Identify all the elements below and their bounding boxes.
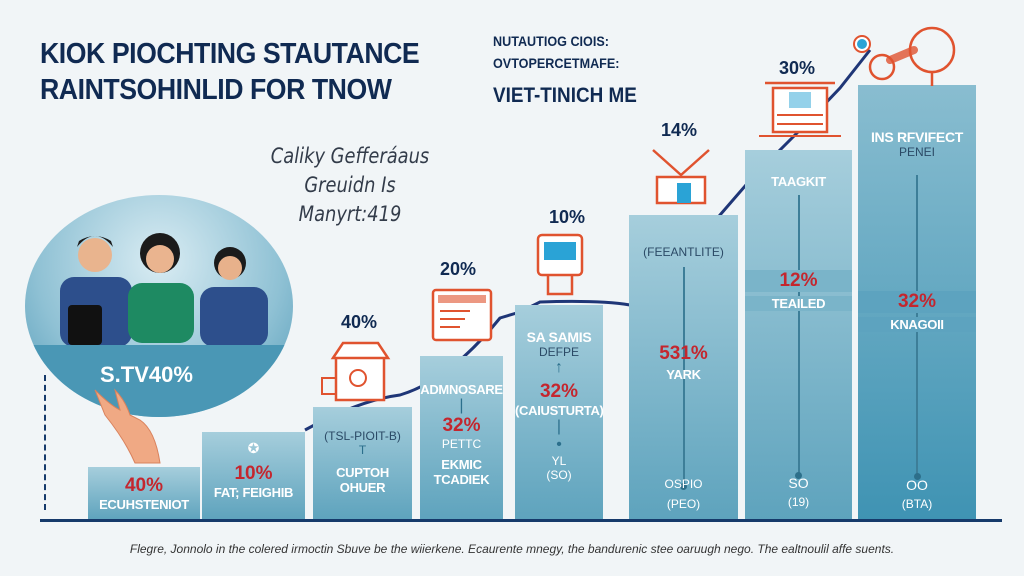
bar-2: ✪ 10% FAT; FEIGHIB xyxy=(202,432,305,520)
dashed-divider xyxy=(44,375,46,510)
bar-5: 10% SA SAMIS DEFPE ↑ 32% (CAIUSTURTA) | •… xyxy=(515,207,604,520)
building-icon xyxy=(759,81,841,137)
footer-caption: Flegre, Jonnolo in the colered irmoctin … xyxy=(129,542,895,556)
kiosk-icon xyxy=(536,233,584,296)
main-title: KIOK PIOCHTING STAUTANCE RAINTSOHINLID FO… xyxy=(40,38,420,106)
storefront-icon xyxy=(652,149,710,205)
bar-4: 20% ADMNOSARE | 32% PETTC EKMIC TCADIEK xyxy=(420,259,503,520)
bar-1: 40% ECUHSTENIOT xyxy=(88,467,200,520)
badge-icon: ✪ xyxy=(247,440,260,456)
quote-text: Caliky Gefferáaus Greuidn Is Manyrt:419 xyxy=(270,144,430,226)
subtitle-emphasis: VIET-TINICH ME xyxy=(493,84,637,107)
bar-8: INS RFVIFECT PENEI 32% KNAGOII OO (BTA) xyxy=(858,85,976,520)
team-illustration xyxy=(25,195,293,417)
people-icon xyxy=(25,233,293,417)
bar-6: 14% (FEEANTLITE) 531% YARK OSPIO (PEO) xyxy=(629,120,738,520)
document-icon xyxy=(431,288,493,342)
bar-7: 30% TAAGKIT 12% TEAILED SO (19) xyxy=(745,58,852,520)
shop-icon xyxy=(321,341,391,402)
brain-handshake-icon xyxy=(853,26,956,86)
bar-3: 40% (TSL-PIOIT-B) T CUPTOH OHUER xyxy=(313,312,412,520)
baseline-axis xyxy=(40,519,1002,522)
circle-stat: S.TV40% xyxy=(100,362,193,387)
subtitle: NUTAUTIOG CIOIS: OVTOPERCETMAFE: xyxy=(493,33,620,71)
hand-icon xyxy=(94,388,161,464)
